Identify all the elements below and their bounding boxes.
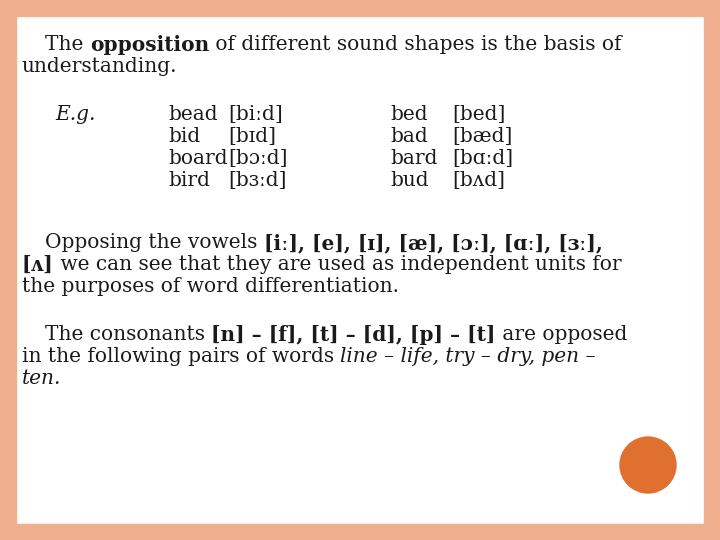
Text: [bɔːd]: [bɔːd]	[228, 150, 287, 168]
Text: [biːd]: [biːd]	[228, 105, 283, 124]
Text: understanding.: understanding.	[22, 57, 178, 76]
Text: line – life, try – dry, pen –: line – life, try – dry, pen –	[341, 347, 596, 367]
Text: [bɪd]: [bɪd]	[228, 127, 276, 146]
Text: ten.: ten.	[22, 369, 61, 388]
Text: The consonants: The consonants	[45, 326, 212, 345]
Text: [iː], [e], [ɪ], [æ], [ɔː], [ɑː], [ɜː],: [iː], [e], [ɪ], [æ], [ɔː], [ɑː], [ɜː],	[264, 233, 603, 253]
Text: opposition: opposition	[90, 35, 209, 55]
Text: [bæd]: [bæd]	[452, 127, 513, 146]
Text: bard: bard	[390, 150, 438, 168]
Text: [ʌ]: [ʌ]	[22, 255, 54, 275]
Text: bead: bead	[168, 105, 217, 124]
Text: [n] – [f], [t] – [d], [p] – [t]: [n] – [f], [t] – [d], [p] – [t]	[212, 326, 496, 346]
Text: The: The	[45, 35, 90, 54]
Text: the purposes of word differentiation.: the purposes of word differentiation.	[22, 277, 399, 296]
Text: Opposing the vowels: Opposing the vowels	[45, 233, 264, 252]
Circle shape	[620, 437, 676, 493]
Text: of different sound shapes is the basis of: of different sound shapes is the basis o…	[209, 35, 621, 54]
Text: [bʌd]: [bʌd]	[452, 171, 505, 191]
Text: we can see that they are used as independent units for: we can see that they are used as indepen…	[54, 255, 621, 274]
Text: bed: bed	[390, 105, 428, 124]
Text: E.g.: E.g.	[55, 105, 95, 124]
Text: bird: bird	[168, 171, 210, 191]
Text: [bed]: [bed]	[452, 105, 505, 124]
Text: [bɜːd]: [bɜːd]	[228, 171, 287, 191]
Text: bad: bad	[390, 127, 428, 146]
Text: board: board	[168, 150, 228, 168]
Text: bud: bud	[390, 171, 428, 191]
Text: bid: bid	[168, 127, 200, 146]
Text: [bɑːd]: [bɑːd]	[452, 150, 513, 168]
Text: in the following pairs of words: in the following pairs of words	[22, 347, 341, 367]
Text: are opposed: are opposed	[496, 326, 627, 345]
